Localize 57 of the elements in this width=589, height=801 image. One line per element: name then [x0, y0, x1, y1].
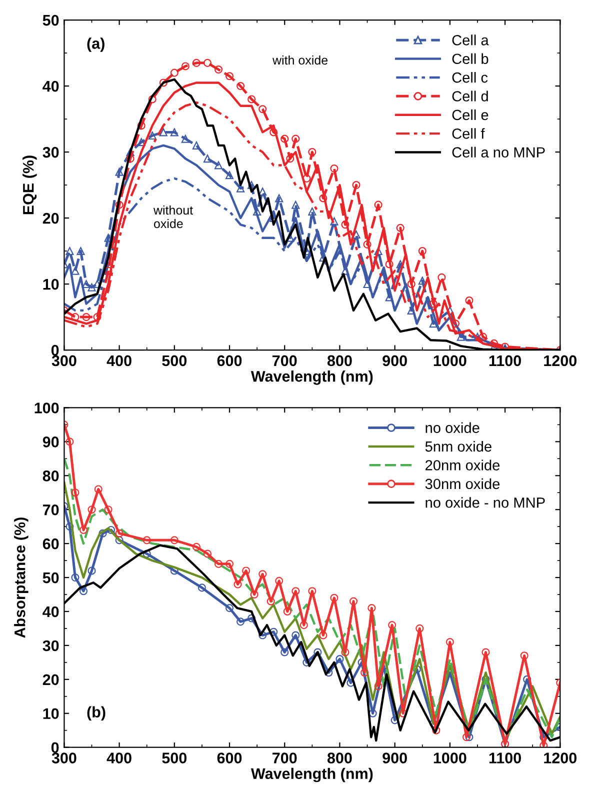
y-tick-label: 0 [51, 344, 59, 356]
x-tick-label: 1000 [434, 355, 466, 366]
x-tick-label: 500 [162, 355, 187, 366]
x-axis-title: Wavelength (nm) [250, 370, 373, 385]
y-tick-label: 80 [42, 470, 59, 482]
y-tick-label: 50 [42, 14, 59, 26]
legend-label: no oxide - no MNP [426, 497, 545, 508]
x-tick-label: 400 [106, 355, 132, 366]
x-axis-title: Wavelength (nm) [250, 768, 373, 782]
legend-label: Cell a no MNP [452, 146, 545, 158]
x-tick-label: 1100 [489, 355, 521, 366]
annotation: (a) [87, 38, 104, 52]
y-tick-label: 40 [42, 606, 59, 618]
x-tick-label: 400 [106, 752, 132, 764]
y-tick-label: 20 [42, 212, 59, 224]
legend-label: Cell d [452, 90, 488, 102]
y-tick-label: 0 [51, 742, 59, 754]
x-tick-label: 700 [272, 752, 297, 764]
x-tick-label: 700 [272, 355, 297, 366]
y-tick-label: 50 [42, 572, 59, 584]
y-tick-label: 60 [42, 538, 59, 550]
legend-label: Cell f [452, 128, 485, 139]
x-tick-label: 900 [382, 752, 407, 764]
y-tick-label: 100 [34, 402, 59, 414]
legend-label: 30nm oxide [425, 478, 500, 490]
y-tick-label: 10 [43, 278, 59, 290]
y-tick-label: 30 [42, 640, 59, 652]
annotation: with oxide [272, 55, 328, 65]
x-tick-label: 1200 [544, 752, 577, 764]
legend-label: no oxide [426, 422, 480, 434]
x-tick-label: 600 [217, 752, 242, 764]
y-tick-label: 70 [43, 504, 59, 516]
x-tick-label: 1000 [434, 752, 466, 764]
annotation: without oxide [153, 205, 193, 228]
y-tick-label: 30 [42, 146, 59, 158]
x-tick-label: 600 [217, 355, 242, 366]
legend-label: Cell c [452, 72, 488, 83]
x-tick-label: 900 [382, 355, 407, 366]
y-tick-label: 90 [42, 436, 59, 448]
x-tick-label: 1200 [544, 355, 577, 366]
x-tick-label: 800 [327, 355, 352, 366]
x-tick-label: 1100 [489, 752, 521, 764]
legend-label: Cell e [452, 109, 488, 120]
x-tick-label: 800 [327, 752, 352, 764]
x-tick-label: 500 [162, 752, 187, 764]
annotation: (b) [87, 706, 106, 720]
y-tick-label: 40 [42, 80, 59, 92]
legend-label: 5nm oxide [425, 440, 492, 452]
y-tick-label: 10 [43, 708, 59, 720]
legend-label: Cell b [452, 53, 488, 64]
legend-label: 20nm oxide [426, 460, 500, 470]
legend-label: Cell a [452, 34, 489, 46]
y-axis-title: Absorptance (%) [14, 518, 28, 638]
x-tick-label: 300 [52, 355, 76, 366]
y-tick-label: 20 [42, 674, 59, 686]
y-axis-title: EQE (%) [22, 156, 37, 214]
x-tick-label: 300 [52, 752, 76, 764]
